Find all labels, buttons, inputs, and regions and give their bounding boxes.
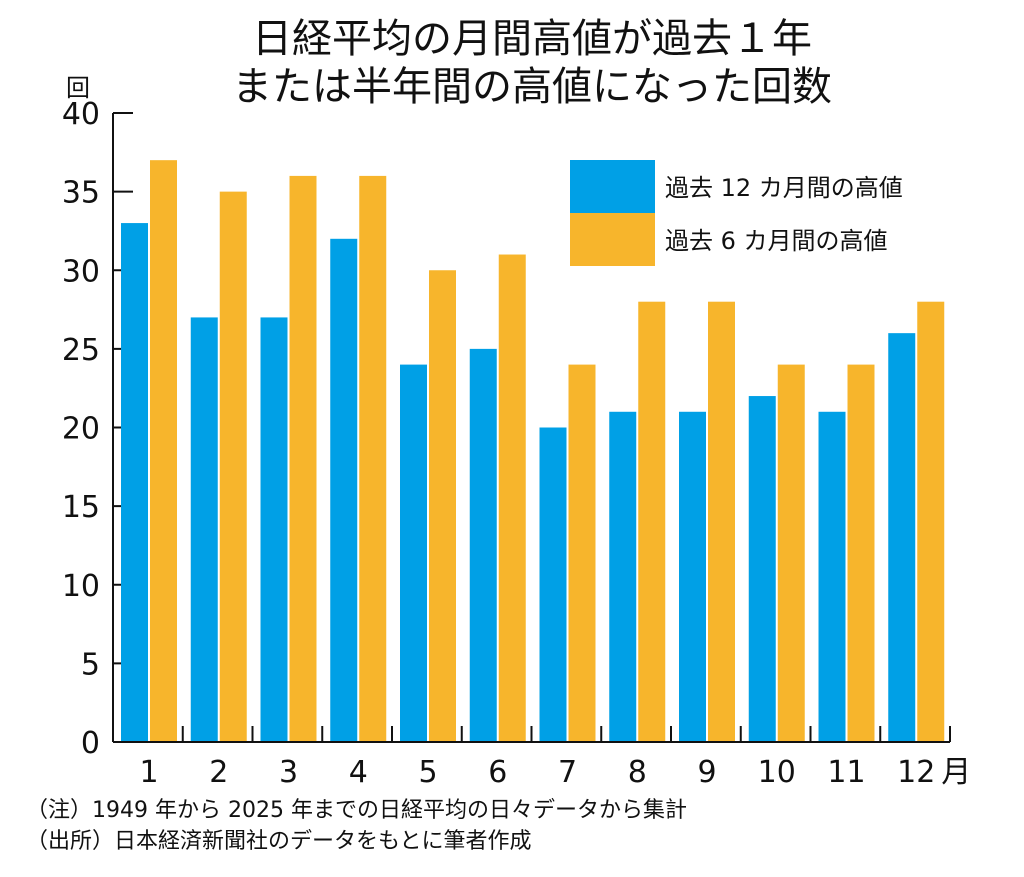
x-tick-label-1: 1: [139, 755, 158, 790]
bar-past-6-months-month-7: [568, 364, 596, 742]
bar-past-6-months-month-10: [777, 364, 805, 742]
legend-swatch-past-12-months: [570, 160, 655, 213]
bar-past-6-months-month-9: [708, 301, 735, 742]
note-text: （注）1949 年から 2025 年までの日経平均の日々データから集計: [26, 798, 687, 823]
source-text: （出所）日本経済新聞社のデータをもとに筆者作成: [26, 829, 532, 854]
x-tick-label-3: 3: [279, 755, 298, 790]
bar-past-12-months-month-2: [190, 317, 218, 742]
bar-past-6-months-month-4: [359, 175, 387, 742]
x-tick-label-7: 7: [558, 755, 577, 790]
legend-label-past-12-months: 過去 12 カ月間の高値: [665, 174, 903, 202]
legend-label-past-6-months: 過去 6 カ月間の高値: [665, 227, 888, 255]
legend-swatch-past-6-months: [570, 213, 655, 266]
bar-past-12-months-month-10: [748, 396, 776, 742]
bar-past-12-months-month-7: [539, 427, 567, 742]
x-tick-label-11: 11: [827, 755, 865, 790]
bar-past-6-months-month-5: [429, 270, 456, 742]
x-tick-label-4: 4: [349, 755, 368, 790]
x-tick-label-12: 12: [897, 755, 935, 790]
bar-past-6-months-month-6: [498, 254, 526, 742]
x-tick-label-2: 2: [209, 755, 228, 790]
y-tick-label-30: 30: [62, 254, 100, 289]
y-tick-label-15: 15: [62, 490, 100, 525]
bar-past-12-months-month-4: [330, 238, 358, 743]
x-tick-label-5: 5: [418, 755, 437, 790]
bar-past-6-months-month-11: [847, 364, 875, 742]
y-axis-unit-label: 回: [66, 74, 90, 102]
y-tick-label-0: 0: [81, 726, 100, 761]
x-tick-label-9: 9: [697, 755, 716, 790]
y-tick-label-35: 35: [62, 176, 100, 211]
y-tick-label-5: 5: [81, 647, 100, 682]
bar-past-12-months-month-8: [609, 411, 637, 742]
chart-title-line-2: または半年間の高値になった回数: [232, 64, 832, 110]
x-tick-label-6: 6: [488, 755, 507, 790]
bar-past-6-months-month-3: [289, 175, 317, 742]
y-tick-label-10: 10: [62, 569, 100, 604]
bar-past-12-months-month-3: [260, 317, 288, 742]
bar-past-12-months-month-6: [469, 348, 497, 742]
x-axis-unit-label: 月: [941, 755, 971, 790]
x-tick-label-8: 8: [628, 755, 647, 790]
bar-past-12-months-month-11: [818, 411, 846, 742]
bar-past-12-months-month-9: [679, 411, 706, 742]
y-tick-label-20: 20: [62, 412, 100, 447]
x-tick-label-10: 10: [758, 755, 796, 790]
bar-past-6-months-month-2: [219, 191, 247, 742]
bar-past-6-months-month-8: [638, 301, 666, 742]
y-tick-label-25: 25: [62, 333, 100, 368]
bar-past-6-months-month-12: [917, 301, 945, 742]
bar-past-12-months-month-5: [400, 364, 427, 742]
y-tick-label-40: 40: [62, 97, 100, 132]
bar-past-12-months-month-1: [121, 223, 148, 742]
bar-past-6-months-month-1: [150, 160, 177, 743]
bar-past-12-months-month-12: [888, 333, 916, 742]
chart-title-line-1: 日経平均の月間高値が過去１年: [252, 16, 812, 62]
